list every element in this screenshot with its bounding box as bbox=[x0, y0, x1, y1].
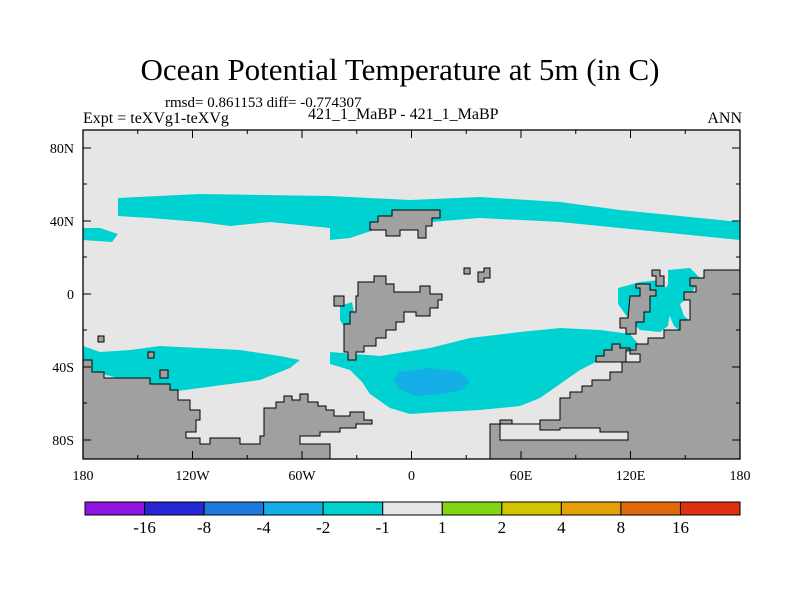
cyan-patch-npac bbox=[83, 228, 118, 242]
y-tick-label: 80N bbox=[50, 142, 74, 157]
island-5 bbox=[159, 369, 169, 379]
case-label: 421_1_MaBP - 421_1_MaBP bbox=[308, 106, 499, 123]
land-central-continent bbox=[343, 275, 443, 361]
colorbar-label: 1 bbox=[438, 518, 447, 537]
colorbar-swatch bbox=[560, 501, 622, 516]
colorbar-swatch bbox=[84, 501, 146, 516]
x-tick-label: 0 bbox=[408, 469, 415, 484]
colorbar-swatch bbox=[441, 501, 503, 516]
island-3 bbox=[333, 295, 345, 307]
x-tick-label: 180 bbox=[730, 469, 751, 484]
island-2 bbox=[477, 267, 491, 283]
colorbar-label: -8 bbox=[197, 518, 211, 537]
colorbar-swatch bbox=[501, 501, 562, 516]
colorbar-swatch bbox=[263, 501, 324, 516]
x-tick-label: 120E bbox=[616, 469, 646, 484]
land-masses bbox=[82, 209, 741, 460]
land-east-continent-2 bbox=[651, 269, 665, 287]
land-north-continent bbox=[369, 209, 441, 239]
colorbar-label: -4 bbox=[257, 518, 272, 537]
y-tick-label: 40S bbox=[52, 361, 74, 376]
colorbar-label: 8 bbox=[617, 518, 626, 537]
experiment-label: Expt = teXVg1-teXVg bbox=[83, 110, 229, 127]
colorbar-swatch bbox=[620, 501, 681, 516]
land-east-continent bbox=[619, 283, 657, 335]
colorbar-label: -16 bbox=[133, 518, 156, 537]
x-tick-label: 180 bbox=[73, 469, 94, 484]
y-tick-label: 80S bbox=[52, 434, 74, 449]
colorbar-label: -1 bbox=[376, 518, 390, 537]
colorbar-swatch bbox=[322, 501, 384, 516]
colorbar-swatch bbox=[382, 501, 443, 516]
colorbar-label: -2 bbox=[316, 518, 330, 537]
colorbar-labels: -16 -8 -4 -2 -1 1 2 4 8 16 bbox=[133, 518, 689, 537]
y-tick-labels: 80N 40N 0 40S 80S bbox=[50, 142, 74, 449]
colorbar-swatch bbox=[203, 501, 265, 516]
blue-anomaly-region bbox=[394, 368, 470, 396]
x-tick-label: 60W bbox=[288, 469, 316, 484]
island-6 bbox=[97, 335, 105, 343]
island-1 bbox=[463, 267, 471, 275]
x-tick-label: 120W bbox=[175, 469, 210, 484]
chart-title: Ocean Potential Temperature at 5m (in C) bbox=[140, 52, 660, 87]
colorbar-label: 4 bbox=[557, 518, 566, 537]
land-south-east-cavity bbox=[499, 423, 629, 441]
y-tick-label: 40N bbox=[50, 215, 74, 230]
colorbar-swatch bbox=[679, 501, 741, 516]
y-tick-marks bbox=[83, 147, 740, 441]
x-tick-label: 60E bbox=[510, 469, 533, 484]
colorbar-label: 16 bbox=[672, 518, 689, 537]
x-tick-marks bbox=[82, 130, 741, 459]
y-tick-label: 0 bbox=[67, 288, 74, 303]
land-south-west bbox=[82, 359, 373, 460]
colorbar-swatch bbox=[144, 501, 205, 516]
stats-line: rmsd= 0.861153 diff= -0.774307 bbox=[165, 95, 362, 111]
colorbar-label: 2 bbox=[498, 518, 507, 537]
island-4 bbox=[147, 351, 155, 359]
colorbar bbox=[84, 501, 741, 516]
x-tick-labels: 180 120W 60W 0 60E 120E 180 bbox=[73, 469, 751, 484]
season-label: ANN bbox=[707, 110, 742, 127]
land-south-east bbox=[489, 269, 741, 460]
